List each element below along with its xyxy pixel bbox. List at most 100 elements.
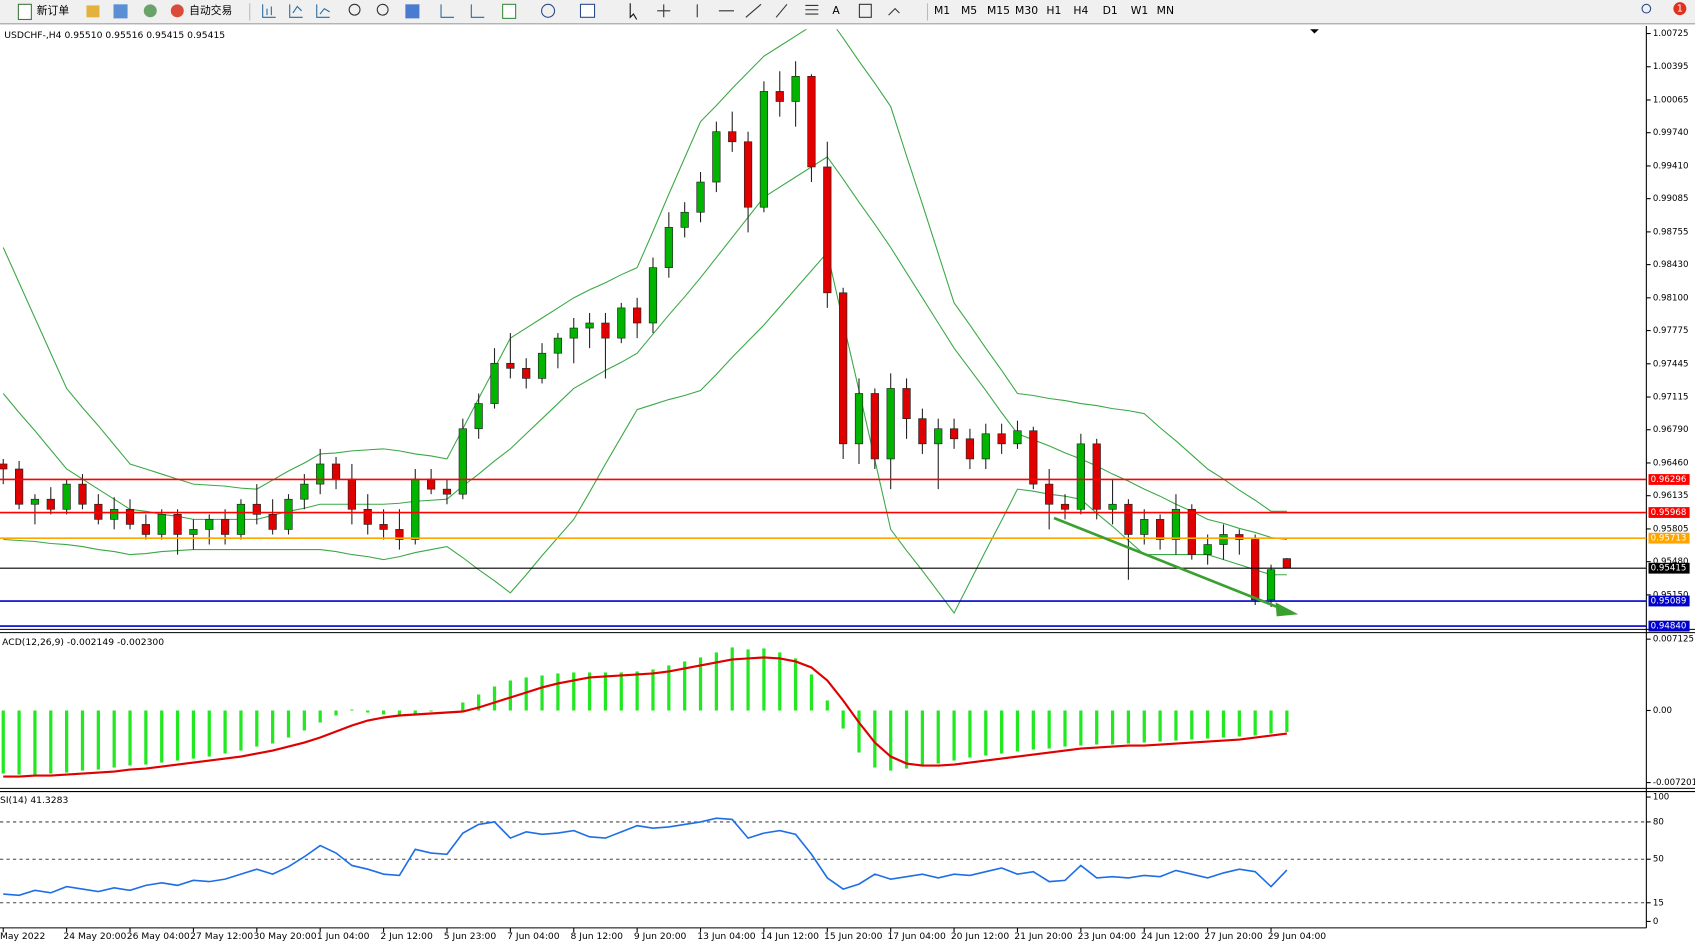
candle-body (633, 307, 642, 324)
candle-body (1092, 443, 1101, 510)
macd-bar (397, 710, 402, 716)
autotrade-icon[interactable] (170, 4, 184, 18)
macd-bar (144, 710, 148, 765)
macd-bar (255, 710, 259, 747)
y-tick-label: 0.99085 (1653, 194, 1689, 204)
indicators-icon[interactable] (502, 3, 517, 19)
macd-bar (1015, 710, 1020, 752)
x-tick-label: 17 Jun 04:00 (887, 931, 946, 942)
macd-bar (271, 710, 275, 744)
arrows-tool[interactable] (888, 7, 900, 16)
y-tick-label: 100 (1653, 793, 1669, 803)
candle-body (759, 91, 769, 208)
x-tick-label: 2 Jun 12:00 (380, 931, 433, 942)
periods-icon[interactable] (541, 3, 556, 18)
macd-bar (286, 710, 291, 738)
timeframe[interactable]: H1 (1046, 4, 1061, 17)
arrow-head (1275, 602, 1299, 617)
candle-body (1155, 519, 1165, 540)
candle-body (791, 75, 800, 102)
templates-icon[interactable] (579, 3, 596, 18)
macd-bar (160, 710, 164, 763)
macd-bar (1190, 710, 1194, 740)
timeframe[interactable]: M15 (987, 4, 1010, 17)
macd-bar (984, 710, 988, 756)
timeframe[interactable]: MN (1157, 4, 1174, 17)
label-tool[interactable] (858, 3, 872, 18)
notification-badge[interactable] (1673, 2, 1687, 16)
text-tool[interactable]: A (832, 4, 840, 17)
timeframe[interactable]: M30 (1015, 4, 1038, 17)
y-tick-label: 0.96790 (1653, 425, 1689, 435)
macd-bar (635, 671, 639, 711)
search[interactable] (1641, 3, 1652, 14)
macd-bar (778, 652, 782, 711)
timeframe[interactable]: M1 (934, 4, 950, 17)
macd-bar (746, 649, 750, 711)
timeframe[interactable]: D1 (1103, 4, 1118, 17)
scroll-icons[interactable] (440, 4, 485, 18)
zoom-out[interactable] (376, 3, 389, 16)
macd-bar (381, 710, 386, 715)
macd-bar (334, 710, 338, 716)
macd-bar (239, 710, 243, 751)
icon[interactable] (86, 5, 100, 18)
price-label-box (1648, 474, 1690, 485)
candle-body (331, 463, 341, 480)
icon[interactable] (143, 4, 157, 18)
timeframe[interactable]: W1 (1131, 4, 1149, 17)
macd-bar (825, 700, 829, 711)
candle-body (1060, 503, 1070, 510)
macd-bar (809, 674, 814, 711)
line-icon[interactable] (316, 4, 330, 18)
tile-icon[interactable] (405, 4, 420, 19)
candle-body (712, 131, 721, 183)
bar-chart-icon[interactable] (262, 4, 276, 18)
macd-bar (556, 673, 560, 711)
candle-body (411, 478, 420, 540)
candle-body (236, 503, 246, 535)
toolbar: 新订单 自动交易 A M1 M5 M15 M30 H1 H4 D1 W1 MN (0, 0, 1695, 25)
new-order-button[interactable]: 新订单 (37, 3, 70, 17)
zoom-in[interactable] (348, 3, 361, 16)
y-tick-label: 0.95150 (1653, 590, 1689, 600)
x-tick-label: 30 May 20:00 (254, 931, 317, 942)
y-tick-label: 0.97445 (1653, 359, 1689, 369)
draw-tools[interactable] (696, 3, 819, 18)
y-tick-label: 15 (1653, 898, 1664, 908)
macd-bar (318, 710, 322, 723)
candle-body (173, 514, 182, 535)
timeframe[interactable]: H4 (1073, 4, 1088, 17)
new-order-icon[interactable] (17, 3, 32, 21)
y-tick-label: 1.00725 (1653, 29, 1689, 39)
timeframe[interactable]: M5 (961, 4, 977, 17)
candle-body (1219, 534, 1228, 545)
macd-bar (1095, 710, 1099, 745)
macd-bar (524, 677, 528, 711)
candle-body (1266, 569, 1276, 601)
candle-icon[interactable] (289, 4, 303, 18)
candle-body (1045, 483, 1054, 505)
candle-body (997, 433, 1006, 445)
shift-marker (1310, 29, 1319, 34)
macd-bar (1206, 710, 1210, 739)
x-tick-label: 15 Jun 20:00 (824, 931, 883, 942)
badge-count: 1 (1677, 4, 1683, 15)
candle-body (442, 488, 452, 495)
price-label: 0.95713 (1651, 534, 1687, 544)
macd-bar (1158, 710, 1162, 742)
x-tick-label: 9 Jun 20:00 (634, 931, 687, 942)
y-tick-label: 0.99410 (1653, 161, 1689, 171)
crosshair[interactable] (657, 4, 671, 18)
macd-bar (889, 710, 893, 771)
candle-body (934, 428, 943, 445)
cursor[interactable] (629, 3, 638, 20)
bollinger-upper (2, 29, 1287, 512)
x-tick-label: 23 Jun 04:00 (1078, 931, 1137, 942)
icon[interactable] (113, 4, 128, 19)
candle-body (1029, 430, 1038, 485)
candle-body (110, 508, 119, 520)
candle-body (601, 322, 610, 339)
macd-bar (1126, 710, 1131, 744)
autotrade-button[interactable]: 自动交易 (189, 3, 232, 17)
